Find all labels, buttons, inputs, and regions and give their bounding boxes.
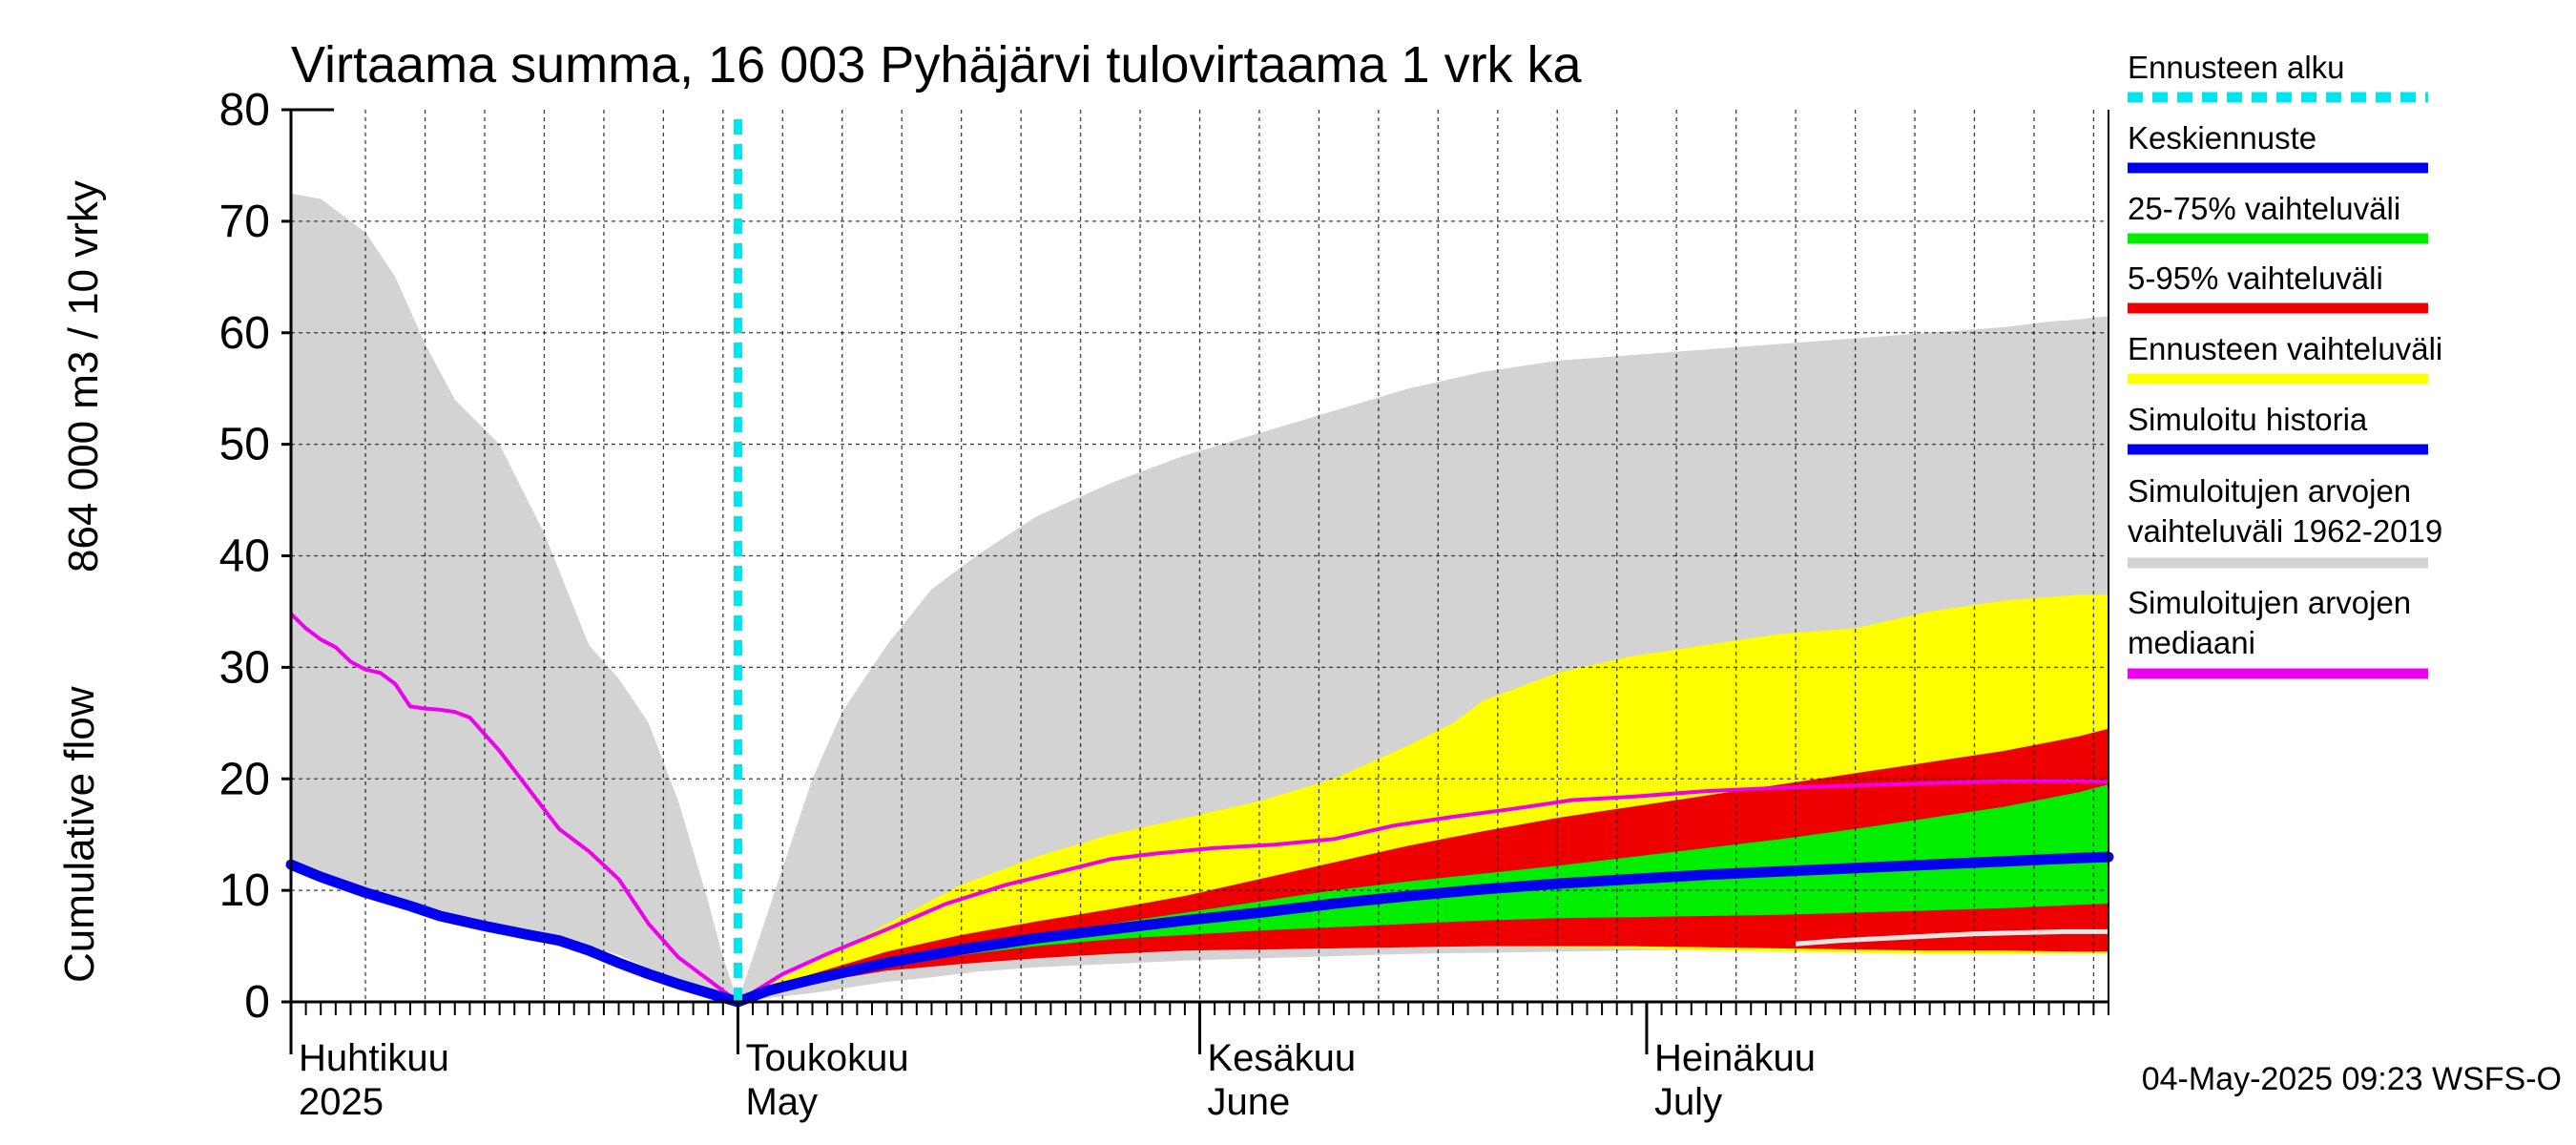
x-month-label: Huhtikuu — [299, 1037, 449, 1079]
y-axis-label-title: Cumulative flow — [56, 686, 103, 983]
series-lines-layer — [285, 119, 2114, 1008]
mean-forecast-line — [732, 851, 2114, 1008]
legend-label: mediaani — [2128, 625, 2255, 660]
x-month-label: Toukokuu — [745, 1037, 908, 1079]
timestamp: 04-May-2025 09:23 WSFS-O — [2142, 1061, 2562, 1097]
lower-percentile-trace — [1795, 928, 2109, 947]
legend-label: Simuloitu historia — [2128, 402, 2368, 437]
x-month-sublabel: July — [1654, 1081, 1722, 1123]
grid-layer — [291, 110, 2109, 1002]
y-tick-label: 50 — [219, 420, 270, 470]
legend-label: 5-95% vaihteluväli — [2128, 260, 2383, 296]
legend-label: vaihteluväli 1962-2019 — [2128, 513, 2442, 549]
x-month-sublabel: 2025 — [299, 1081, 384, 1123]
legend-label: Ennusteen vaihteluväli — [2128, 331, 2442, 366]
x-month-label: Heinäkuu — [1654, 1037, 1816, 1079]
y-tick-label: 30 — [219, 642, 270, 693]
y-tick-label: 80 — [219, 85, 270, 135]
legend-label: Simuloitujen arvojen — [2128, 473, 2411, 509]
x-month-sublabel: May — [745, 1081, 818, 1123]
y-tick-label: 70 — [219, 197, 270, 247]
y-axis: 0 10 20 30 40 50 60 70 80 — [219, 85, 291, 1028]
legend-label: 25-75% vaihteluväli — [2128, 191, 2400, 226]
historical-median-line — [289, 612, 2109, 1004]
x-month-label: Kesäkuu — [1208, 1037, 1357, 1079]
x-month-sublabel: June — [1208, 1081, 1291, 1123]
y-tick-label: 10 — [219, 865, 270, 916]
plot-area — [285, 108, 2114, 1008]
simulated-history-line — [285, 859, 743, 1008]
legend-label: Keskiennuste — [2128, 120, 2316, 156]
y-tick-label: 40 — [219, 531, 270, 582]
chart-title: Virtaama summa, 16 003 Pyhäjärvi tulovir… — [291, 36, 1583, 94]
y-tick-label: 20 — [219, 754, 270, 804]
legend-label: Ennusteen alku — [2128, 50, 2345, 85]
y-tick-label: 60 — [219, 308, 270, 359]
legend: Ennusteen alku Keskiennuste 25-75% vaihtel… — [2128, 50, 2442, 679]
legend-label: Simuloitujen arvojen — [2128, 585, 2411, 620]
y-axis-label-units: 864 000 m3 / 10 vrky — [60, 180, 107, 572]
y-tick-label: 0 — [244, 977, 270, 1028]
